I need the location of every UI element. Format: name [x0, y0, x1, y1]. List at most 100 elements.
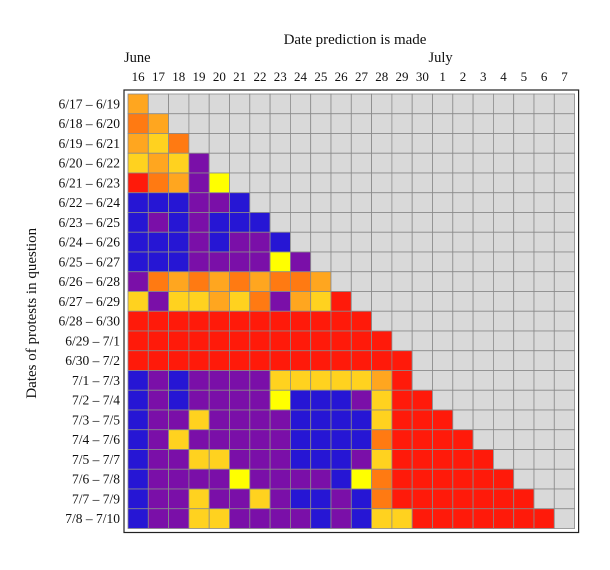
empty-cell — [310, 231, 332, 253]
heatmap-cell — [127, 93, 149, 115]
heatmap-cell — [411, 389, 433, 411]
heatmap-cell — [147, 429, 170, 450]
heatmap-cell — [249, 488, 271, 510]
heatmap-cell — [289, 508, 312, 529]
empty-cell — [452, 350, 474, 371]
empty-cell — [492, 310, 515, 332]
heatmap-cell — [127, 488, 149, 510]
heatmap-cell — [229, 389, 251, 411]
heatmap-cell — [229, 370, 251, 391]
heatmap-cell — [188, 172, 210, 194]
heatmap-cell — [208, 350, 230, 371]
heatmap-cell — [147, 192, 170, 213]
empty-cell — [168, 113, 190, 134]
heatmap-cell — [127, 212, 149, 233]
empty-cell — [289, 93, 312, 115]
empty-cell — [432, 370, 454, 391]
empty-cell — [492, 93, 515, 115]
empty-cell — [452, 409, 474, 431]
empty-cell — [533, 291, 555, 312]
empty-cell — [472, 192, 494, 213]
y-tick-label: 7/3 – 7/5 — [72, 412, 120, 427]
heatmap-cell — [289, 429, 312, 450]
heatmap-cell — [330, 350, 352, 371]
empty-cell — [492, 271, 515, 292]
empty-cell — [371, 133, 393, 154]
heatmap-cell — [371, 449, 393, 470]
heatmap-cell — [289, 468, 312, 490]
heatmap-cell — [330, 449, 352, 470]
empty-cell — [553, 192, 575, 213]
heatmap-cell — [289, 370, 312, 391]
heatmap-cell — [513, 508, 535, 529]
empty-cell — [330, 192, 352, 213]
heatmap-cell — [168, 488, 190, 510]
empty-cell — [533, 212, 555, 233]
heatmap-cell — [188, 468, 210, 490]
empty-cell — [533, 330, 555, 352]
empty-cell — [492, 370, 515, 391]
heatmap-cell — [289, 271, 312, 292]
heatmap-cell — [330, 370, 352, 391]
empty-cell — [553, 389, 575, 411]
empty-cell — [472, 310, 494, 332]
y-tick-label: 6/21 – 6/23 — [58, 175, 120, 190]
heatmap-cell — [208, 409, 230, 431]
empty-cell — [553, 330, 575, 352]
x-tick-label: 29 — [396, 69, 409, 84]
heatmap-cell — [188, 389, 210, 411]
empty-cell — [513, 172, 535, 194]
empty-cell — [452, 212, 474, 233]
empty-cell — [289, 113, 312, 134]
heatmap-cell — [391, 488, 413, 510]
heatmap-cell — [188, 429, 210, 450]
heatmap-cell — [168, 508, 190, 529]
heatmap-cell — [249, 508, 271, 529]
empty-cell — [269, 152, 291, 174]
heatmap-cell — [432, 488, 454, 510]
heatmap-cell — [208, 449, 230, 470]
heatmap-cell — [168, 212, 190, 233]
heatmap-cell — [208, 251, 230, 273]
heatmap-cell — [188, 231, 210, 253]
heatmap-cell — [391, 409, 413, 431]
empty-cell — [432, 192, 454, 213]
heatmap-cell — [330, 310, 352, 332]
empty-cell — [310, 192, 332, 213]
empty-cell — [208, 93, 230, 115]
heatmap-cell — [411, 488, 433, 510]
x-tick-label: 1 — [439, 69, 446, 84]
empty-cell — [432, 389, 454, 411]
x-tick-label: 2 — [460, 69, 467, 84]
heatmap-cell — [452, 488, 474, 510]
heatmap-cell — [127, 172, 149, 194]
heatmap-cell — [147, 350, 170, 371]
heatmap-cell — [168, 192, 190, 213]
y-tick-labels: 6/17 – 6/19 6/18 – 6/20 6/19 – 6/21 6/20 – … — [58, 96, 120, 526]
empty-cell — [350, 93, 372, 115]
heatmap-cell — [249, 291, 271, 312]
heatmap-cell — [472, 468, 494, 490]
empty-cell — [472, 231, 494, 253]
y-tick-label: 6/19 – 6/21 — [58, 136, 120, 151]
empty-cell — [513, 231, 535, 253]
heatmap-cell — [188, 449, 210, 470]
empty-cell — [533, 231, 555, 253]
heatmap-cell — [432, 409, 454, 431]
empty-cell — [533, 251, 555, 273]
empty-cell — [350, 152, 372, 174]
empty-cell — [513, 192, 535, 213]
empty-cell — [452, 231, 474, 253]
empty-cell — [411, 271, 433, 292]
empty-cell — [289, 172, 312, 194]
heatmap-cell — [127, 429, 149, 450]
empty-cell — [432, 212, 454, 233]
heatmap-cell — [168, 409, 190, 431]
empty-cell — [533, 310, 555, 332]
heatmap-cell — [249, 389, 271, 411]
empty-cell — [553, 133, 575, 154]
empty-cell — [188, 113, 210, 134]
empty-cell — [492, 133, 515, 154]
empty-cell — [371, 310, 393, 332]
empty-cell — [513, 429, 535, 450]
